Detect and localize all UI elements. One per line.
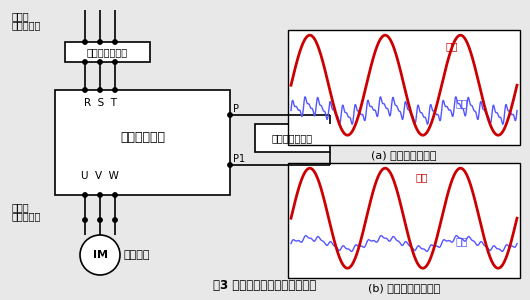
Bar [65,42,150,62]
Text: （二次側）: （二次側） [12,211,41,221]
Text: 電流: 電流 [455,99,467,109]
Text: P1: P1 [233,154,245,164]
Text: U  V  W: U V W [81,171,119,181]
Circle shape [113,60,117,64]
Text: （一次側）: （一次側） [12,20,41,30]
Circle shape [98,40,102,44]
Circle shape [83,60,87,64]
Text: R  S  T: R S T [84,98,117,108]
Circle shape [83,88,87,92]
Circle shape [228,163,232,167]
Text: (a) リアクトルなし: (a) リアクトルなし [371,150,437,160]
Text: P: P [233,104,239,114]
Circle shape [113,88,117,92]
Text: 負荷側: 負荷側 [12,202,30,212]
Circle shape [113,193,117,197]
Text: (b) 交流リアクトル付: (b) 交流リアクトル付 [368,283,440,293]
Circle shape [80,235,120,275]
Circle shape [98,193,102,197]
Text: 電源側: 電源側 [12,11,30,21]
Text: 電流: 電流 [455,236,467,246]
Circle shape [113,40,117,44]
Circle shape [83,193,87,197]
Text: IM: IM [93,250,108,260]
Circle shape [83,218,87,222]
Text: 電圧: 電圧 [416,172,428,182]
Bar [288,163,520,278]
Bar [255,124,330,152]
Text: 嘰3 リアクトル接続と波形の例: 嘰3 リアクトル接続と波形の例 [214,279,316,292]
Bar [288,30,520,145]
Circle shape [98,218,102,222]
Text: 直流リアクトル: 直流リアクトル [272,133,313,143]
Circle shape [228,113,232,117]
Circle shape [83,40,87,44]
Bar [55,90,230,195]
Circle shape [113,218,117,222]
Text: モーター: モーター [124,250,151,260]
Text: 交流リアクトル: 交流リアクトル [87,47,128,57]
Circle shape [98,60,102,64]
Text: 電圧: 電圧 [446,41,458,52]
Text: インバーター: インバーター [120,131,165,144]
Circle shape [98,88,102,92]
